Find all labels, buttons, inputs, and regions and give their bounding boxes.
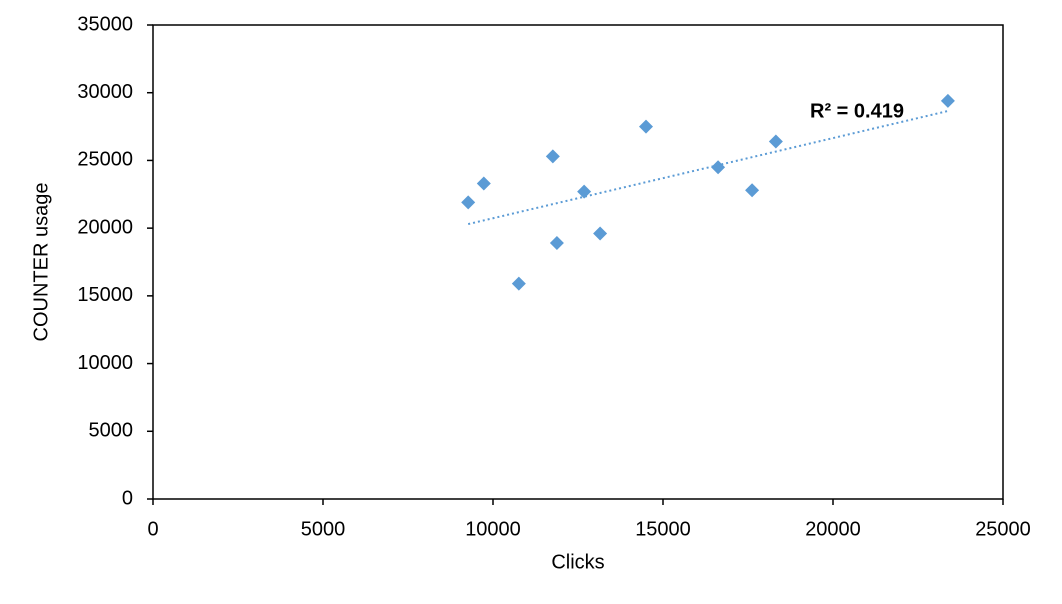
x-axis-title: Clicks [551,551,604,573]
scatter-point [476,176,491,191]
y-tick-label: 25000 [77,149,133,171]
x-tick-label: 25000 [975,518,1031,540]
scatter-point [940,93,955,108]
scatter-point [511,276,526,291]
y-tick-label: 30000 [77,81,133,103]
trendline-label: R² = 0.419 [810,100,904,122]
y-tick-label: 10000 [77,352,133,374]
y-tick-label: 35000 [77,13,133,35]
scatter-point [745,183,760,198]
y-axis-title: COUNTER usage [30,183,52,342]
scatter-point [549,236,564,251]
x-tick-label: 10000 [465,518,521,540]
plot-frame [152,24,1004,500]
scatter-point [593,226,608,241]
scatter-point [768,134,783,149]
y-tick-label: 15000 [77,284,133,306]
x-tick-label: 20000 [805,518,861,540]
y-tick-label: 5000 [89,420,134,442]
scatter-point [545,149,560,164]
x-tick-label: 15000 [635,518,691,540]
trendline [467,110,949,226]
x-tick-label: 5000 [301,518,346,540]
x-tick-label: 0 [147,518,158,540]
scatter-point [639,119,653,134]
scatter-point [461,195,476,210]
scatter-point [577,184,592,199]
y-tick-label: 20000 [77,216,133,238]
y-tick-label: 0 [122,487,133,509]
